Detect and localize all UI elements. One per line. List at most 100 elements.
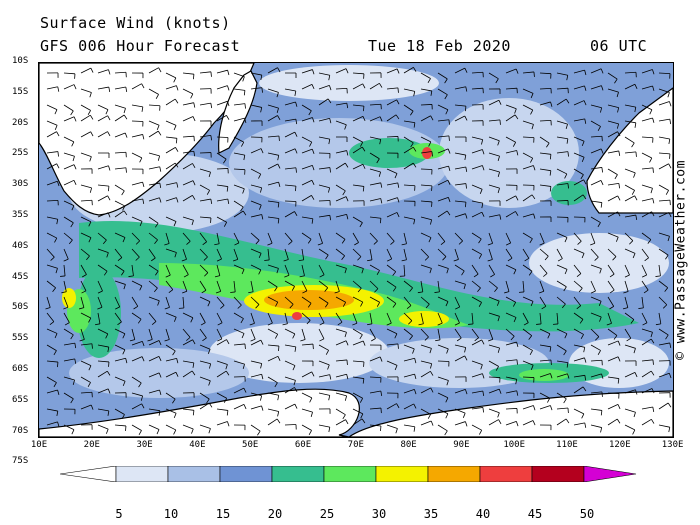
wind-barb-flag	[597, 126, 601, 131]
wind-barb	[352, 296, 363, 303]
wind-barb-flag	[346, 103, 349, 109]
wind-barb	[216, 312, 223, 323]
wind-barb-flag	[465, 213, 468, 219]
wind-barb	[607, 280, 615, 291]
wind-barb-flag	[590, 242, 596, 246]
wind-barb-flag	[497, 171, 500, 177]
wind-barb-flag	[174, 98, 179, 104]
wind-barb	[148, 340, 160, 346]
wind-barb	[505, 341, 517, 346]
wind-barb	[46, 360, 58, 363]
wind-barb	[471, 200, 483, 204]
wind-barb	[318, 98, 329, 106]
wind-barb-flag	[164, 307, 170, 310]
wind-barb	[505, 136, 516, 143]
wind-barb	[80, 131, 91, 138]
wind-barb-flag	[123, 284, 126, 290]
wind-barb-flag	[445, 109, 449, 115]
wind-barb	[335, 296, 346, 303]
wind-barb	[335, 419, 346, 426]
wind-barb	[522, 312, 529, 323]
wind-barb	[386, 360, 398, 366]
wind-barb-flag	[667, 402, 672, 408]
wind-barb-flag	[397, 182, 400, 188]
wind-barb	[641, 370, 652, 378]
wind-barb	[403, 424, 415, 428]
wind-barb-flag	[448, 119, 450, 125]
wind-barb-flag	[634, 107, 637, 113]
wind-barb	[148, 280, 158, 289]
wind-barb	[97, 370, 108, 378]
wind-barb	[437, 312, 443, 324]
wind-barb-flag	[227, 70, 230, 76]
wind-barb-flag	[600, 202, 603, 208]
wind-barb	[556, 183, 568, 186]
wind-barb-flag	[482, 407, 484, 413]
wind-barb-flag	[250, 338, 256, 342]
wind-barb-flag	[274, 286, 278, 292]
wind-barb	[267, 232, 273, 244]
wind-barb-flag	[576, 273, 582, 278]
wind-barb	[488, 248, 493, 260]
wind-barb	[80, 104, 91, 111]
wind-barb	[267, 67, 278, 74]
wind-barb-flag	[505, 242, 511, 246]
africa-land	[39, 63, 255, 216]
wind-barb	[590, 180, 602, 186]
wind-barb-flag	[237, 304, 242, 309]
wind-barb	[386, 328, 398, 335]
wind-barb	[250, 148, 262, 154]
wind-barb-flag	[497, 412, 500, 418]
wind-barb	[658, 72, 671, 75]
wind-barb-flag	[445, 301, 449, 307]
wind-barb-flag	[141, 341, 145, 347]
wind-barb	[607, 392, 620, 394]
wind-barb	[114, 184, 125, 192]
wind-barb	[216, 264, 221, 276]
wind-barb-flag	[632, 253, 636, 259]
wind-barb	[590, 85, 602, 90]
wind-barb	[165, 162, 176, 170]
wind-barb	[556, 87, 568, 90]
wind-barb	[522, 120, 534, 125]
wind-barb-flag	[56, 163, 60, 169]
wind-barb-flag	[379, 356, 383, 362]
wind-barb	[165, 408, 177, 414]
wind-barb	[199, 296, 211, 303]
wind-barb	[114, 86, 126, 90]
wind-barb	[182, 102, 194, 106]
wind-barb	[216, 232, 220, 244]
wind-barb-flag	[50, 256, 55, 261]
wind-barb	[250, 296, 260, 305]
wind-barb-flag	[581, 141, 585, 147]
wind-barb-flag	[73, 84, 77, 90]
wind-barb-flag	[298, 259, 304, 262]
wind-barb	[454, 152, 466, 156]
wind-barb-flag	[429, 348, 432, 354]
wind-barb	[607, 404, 619, 410]
wind-barb-flag	[201, 289, 207, 294]
wind-barb-flag	[615, 236, 619, 242]
wind-barb-flag	[430, 371, 434, 376]
wind-barb	[46, 216, 58, 220]
wind-barb-flag	[294, 387, 298, 392]
wind-barb	[522, 152, 533, 159]
wind-barb	[624, 232, 634, 241]
wind-barb-flag	[173, 429, 177, 435]
wind-barb-flag	[406, 305, 412, 309]
wind-barb-flag	[344, 124, 347, 130]
wind-barb	[114, 296, 121, 308]
wind-barb-flag	[264, 259, 270, 261]
wind-barb-flag	[599, 316, 602, 322]
wind-barb-flag	[159, 197, 162, 203]
wind-barb	[624, 296, 629, 308]
lat-label: 75S	[12, 456, 29, 467]
wind-barb	[522, 165, 534, 170]
wind-barb	[318, 85, 330, 90]
wind-barb-flag	[220, 305, 225, 309]
wind-barb	[488, 168, 500, 173]
wind-barb	[420, 280, 424, 292]
wind-barb-flag	[482, 390, 485, 397]
wind-barb	[471, 264, 479, 275]
wind-barb	[233, 168, 246, 171]
